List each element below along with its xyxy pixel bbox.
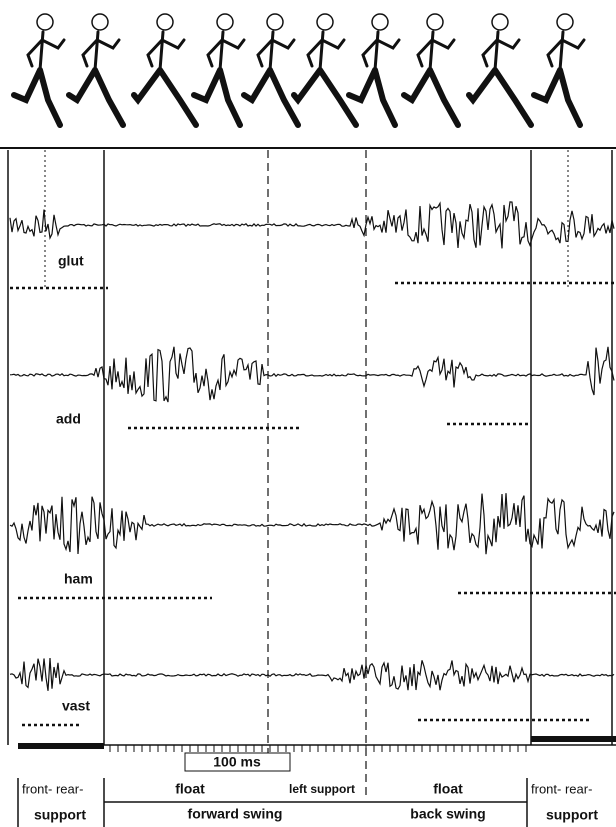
runner-body: [548, 32, 584, 70]
runner-body: [483, 32, 519, 70]
runner-head: [317, 14, 333, 30]
runner-body: [28, 32, 64, 70]
phase-label: left support: [289, 782, 355, 796]
runner-head: [217, 14, 233, 30]
page: glut add ham vast 100 ms front- rear- su…: [0, 0, 616, 827]
muscle-label: glut: [58, 253, 84, 269]
runner-head: [37, 14, 53, 30]
emg-trace: [10, 202, 614, 249]
phase-label: float: [433, 781, 463, 797]
phase-label: support: [34, 807, 86, 823]
runner-head: [267, 14, 283, 30]
runner-leg: [349, 70, 395, 125]
muscle-label: add: [56, 411, 81, 427]
runner-leg: [404, 70, 458, 125]
phase-label: float: [175, 781, 205, 797]
runner-body: [418, 32, 454, 70]
runner-leg: [134, 70, 196, 125]
muscle-label: ham: [64, 571, 93, 587]
runner-body: [258, 32, 294, 70]
runner-body: [148, 32, 184, 70]
phase-label: forward swing: [188, 806, 283, 822]
runner-sequence: [14, 14, 584, 125]
support-bar: [18, 743, 104, 749]
runner-head: [427, 14, 443, 30]
phase-label: front- rear-: [531, 781, 592, 796]
scale-label: 100 ms: [213, 754, 261, 770]
runner-head: [92, 14, 108, 30]
runner-leg: [14, 70, 60, 125]
runner-head: [157, 14, 173, 30]
emg-trace: [10, 658, 614, 691]
emg-figure: glut add ham vast 100 ms front- rear- su…: [0, 0, 616, 827]
runner-body: [83, 32, 119, 70]
phase-label: front- rear-: [22, 781, 83, 796]
runner-head: [557, 14, 573, 30]
runner-body: [308, 32, 344, 70]
runner-leg: [294, 70, 356, 125]
runner-leg: [69, 70, 123, 125]
emg-traces: [10, 202, 616, 725]
support-bar: [531, 736, 616, 742]
runner-head: [492, 14, 508, 30]
runner-leg: [469, 70, 531, 125]
emg-trace: [10, 347, 614, 402]
runner-body: [363, 32, 399, 70]
emg-trace: [10, 493, 614, 554]
phase-label: support: [546, 807, 598, 823]
muscle-label: vast: [62, 698, 90, 714]
time-ticks: [110, 745, 526, 752]
runner-leg: [194, 70, 240, 125]
runner-leg: [244, 70, 298, 125]
phase-label: back swing: [410, 806, 485, 822]
runner-leg: [534, 70, 580, 125]
runner-head: [372, 14, 388, 30]
runner-body: [208, 32, 244, 70]
